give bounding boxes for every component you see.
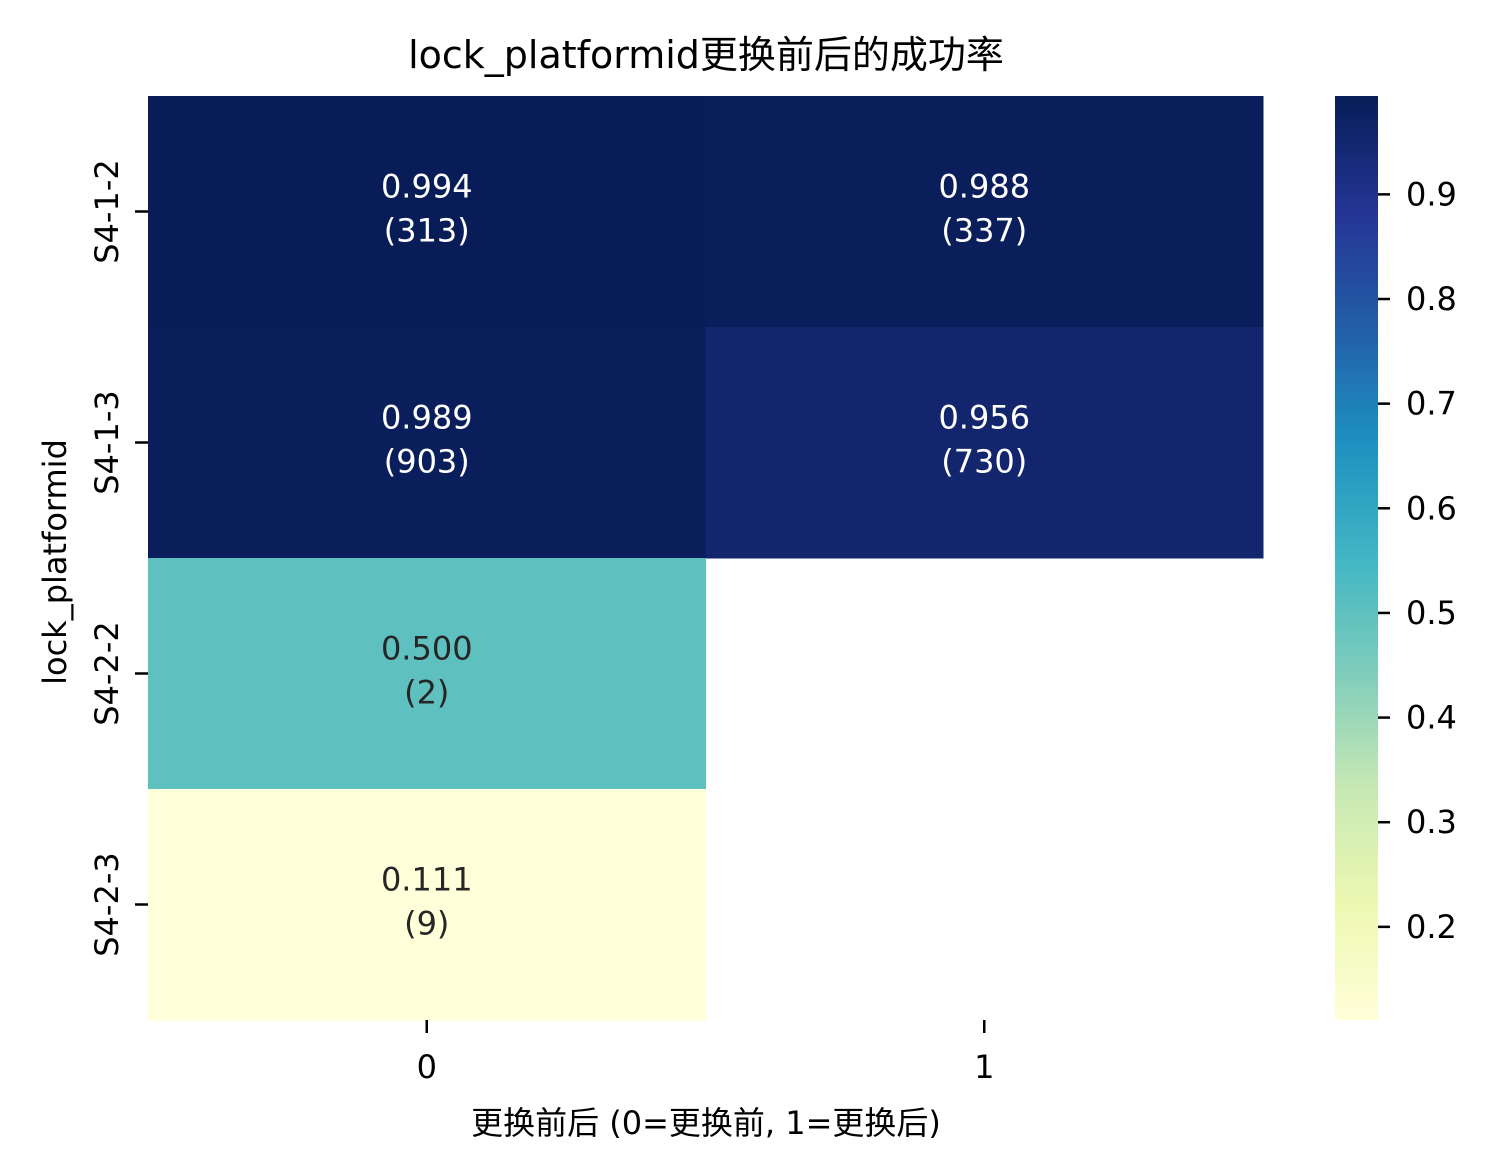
cell-value-label: 0.111 bbox=[381, 861, 473, 899]
x-axis-label: 更换前后 (0=更换前, 1=更换后) bbox=[471, 1104, 941, 1142]
colorbar-tick-label: 0.2 bbox=[1406, 908, 1457, 946]
colorbar-tick-label: 0.9 bbox=[1406, 175, 1457, 213]
chart-title: lock_platformid更换前后的成功率 bbox=[408, 33, 1004, 77]
cell-value-label: 0.994 bbox=[381, 168, 473, 206]
cell-count-label: (2) bbox=[404, 674, 449, 712]
colorbar-tick-label: 0.4 bbox=[1406, 699, 1457, 737]
colorbar-gradient bbox=[1335, 96, 1378, 1020]
colorbar-tick-label: 0.6 bbox=[1406, 489, 1457, 527]
colorbar: 0.2 0.3 0.4 0.5 0.6 0.7 0.8 0.9 bbox=[1335, 96, 1457, 1020]
heatmap-cell bbox=[148, 327, 706, 559]
heatmap-cell-labels: 0.994 (313) 0.988 (337) 0.989 (903) 0.956 (730)… bbox=[381, 168, 1030, 943]
y-axis-ticks: S4-1-2 S4-1-3 S4-2-2 S4-2-3 bbox=[88, 159, 148, 957]
cell-value-label: 0.988 bbox=[938, 168, 1030, 206]
cell-count-label: (903) bbox=[384, 443, 470, 481]
colorbar-tick-label: 0.8 bbox=[1406, 280, 1457, 318]
heatmap-cell bbox=[705, 327, 1264, 559]
x-tick-label: 0 bbox=[417, 1048, 437, 1086]
heatmap-cell bbox=[148, 789, 706, 1021]
heatmap-cell bbox=[148, 558, 706, 790]
y-tick-label: S4-1-2 bbox=[88, 159, 126, 263]
y-tick-label: S4-1-3 bbox=[88, 390, 126, 494]
heatmap-cell bbox=[148, 96, 706, 328]
y-axis-label: lock_platformid bbox=[36, 439, 74, 685]
y-tick-label: S4-2-2 bbox=[88, 621, 126, 725]
cell-value-label: 0.956 bbox=[938, 399, 1030, 437]
y-tick-label: S4-2-3 bbox=[88, 852, 126, 956]
cell-count-label: (337) bbox=[941, 212, 1027, 250]
x-tick-label: 1 bbox=[974, 1048, 994, 1086]
cell-count-label: (730) bbox=[941, 443, 1027, 481]
colorbar-tick-label: 0.7 bbox=[1406, 385, 1457, 423]
colorbar-tick-label: 0.5 bbox=[1406, 594, 1457, 632]
cell-count-label: (9) bbox=[404, 905, 449, 943]
colorbar-tick-label: 0.3 bbox=[1406, 803, 1457, 841]
heatmap-cell bbox=[705, 96, 1264, 328]
cell-value-label: 0.500 bbox=[381, 630, 473, 668]
cell-value-label: 0.989 bbox=[381, 399, 473, 437]
cell-count-label: (313) bbox=[384, 212, 470, 250]
heatmap-cells bbox=[148, 96, 1264, 1021]
